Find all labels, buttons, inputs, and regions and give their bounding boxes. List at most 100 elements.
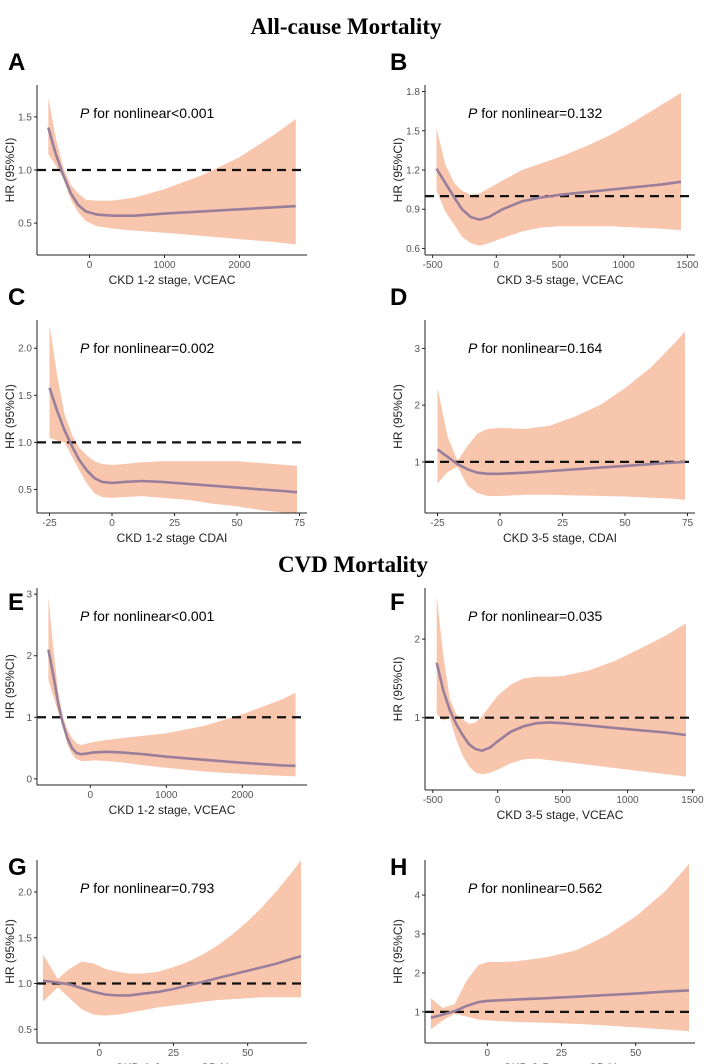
panel-f-x-tick-label: 1500: [681, 795, 704, 806]
panel-f-x-tick-label: -500: [423, 795, 443, 806]
panel-b-x-tick-label: 500: [552, 260, 569, 271]
panel-f-p-text: for nonlinear=0.035: [477, 608, 602, 624]
panel-g-y-axis-label: HR (95%CI): [3, 919, 17, 984]
panel-d-hr-line: [436, 448, 686, 476]
panel-c-y-tick-label: 0.5: [18, 485, 32, 496]
panel-e-x-tick-label: 2000: [231, 790, 254, 801]
panel-h-p-annotation: P for nonlinear=0.562: [468, 880, 602, 896]
panel-f-x-tick-label: 500: [554, 795, 571, 806]
panel-b-ci-band: [436, 92, 681, 246]
panel-a-x-tick-label: 1000: [153, 260, 176, 271]
panel-c-p-symbol: P: [80, 340, 90, 356]
panel-h-x-tick-label: 25: [556, 1048, 568, 1059]
panel-c-x-axis-label: CKD 1-2 stage CDAI: [117, 531, 228, 545]
panel-g-y-tick-label: 0.5: [18, 1025, 32, 1036]
panel-f-letter: F: [390, 589, 405, 616]
panel-g-x-tick-label: 25: [168, 1048, 180, 1059]
panel-g-x-tick-label: 0: [97, 1048, 103, 1059]
panel-e-p-text: for nonlinear<0.001: [89, 608, 214, 624]
panel-f-y-axis-label: HR (95%CI): [391, 657, 405, 722]
panel-d-y-tick-label: 3: [414, 344, 420, 355]
panel-h-y-axis-label: HR (95%CI): [391, 919, 405, 984]
section-title-all-cause: All-cause Mortality: [251, 14, 442, 39]
panel-a-letter: A: [8, 49, 25, 76]
panel-g-letter: G: [8, 854, 27, 881]
panel-h-letter: H: [390, 854, 407, 881]
panel-e-y-axis-label: HR (95%CI): [3, 654, 17, 719]
panel-e-p-annotation: P for nonlinear<0.001: [80, 608, 214, 624]
panel-d-x-tick-label: 75: [682, 518, 694, 529]
panel-f-p-annotation: P for nonlinear=0.035: [468, 608, 602, 624]
panel-f-x-tick-label: 1000: [616, 795, 639, 806]
panel-a-hr-line: [47, 127, 296, 217]
panel-f-y-tick-label: 1: [414, 713, 420, 724]
panel-h-p-symbol: P: [468, 880, 478, 896]
panel-e-p-symbol: P: [80, 608, 90, 624]
panel-a-x-axis-label: CKD 1-2 stage, VCEAC: [109, 273, 236, 287]
panel-g-p-text: for nonlinear=0.793: [89, 880, 214, 896]
panel-c-letter: C: [8, 284, 25, 311]
panel-d-y-tick-label: 2: [414, 401, 420, 412]
panel-h-y-tick-label: 4: [414, 891, 420, 902]
panel-d-x-axis-label: CKD 3-5 stage, CDAI: [503, 531, 617, 545]
panel-b-x-tick-label: 0: [494, 260, 500, 271]
panel-d-p-symbol: P: [468, 340, 478, 356]
panel-g-p-annotation: P for nonlinear=0.793: [80, 880, 214, 896]
panel-b-y-axis-label: HR (95%CI): [391, 138, 405, 203]
panel-a-y-tick-label: 0.5: [18, 219, 32, 230]
panel-d-y-axis-label: HR (95%CI): [391, 384, 405, 449]
panel-c-y-tick-label: 1.5: [18, 391, 32, 402]
panel-a: A 0 1000 2000 0.5 1.0 1.5 CKD 1-2 stage, VCEAC H…: [3, 49, 307, 287]
panel-h-y-tick-label: 2: [414, 968, 420, 979]
panel-b-y-tick-label: 1.2: [406, 166, 420, 177]
panel-g: G 0 25 50 0.5 1.0 1.5 2.0 CKD 1-2 stage, CDAI HR …: [3, 854, 307, 1064]
panel-c-hr-line: [48, 387, 298, 494]
panel-d-letter: D: [390, 284, 407, 311]
panel-a-x-tick-label: 0: [87, 260, 93, 271]
panel-c-x-tick-label: 50: [231, 518, 243, 529]
panel-b: B -500 0 500 1000 1500 0.6 0.9 1.2 1.5 1.8 CKD 3-5 …: [390, 49, 699, 287]
panel-d: D -25 0 25 50 75 1 2 3 CKD 3-5 stage, CDAI HR (95%…: [390, 284, 695, 545]
panel-c: C -25 0 25 50 75 0.5 1.0 1.5 2.0 CKD 1-2 stage CDA…: [3, 284, 307, 545]
panel-c-p-text: for nonlinear=0.002: [89, 340, 214, 356]
panel-a-p-text: for nonlinear<0.001: [89, 105, 214, 121]
panel-a-y-axis-label: HR (95%CI): [3, 138, 17, 203]
panel-e-y-tick-label: 2: [26, 651, 32, 662]
panel-h-x-axis-label: CKD 3-5 stage, CDAI: [503, 1061, 617, 1064]
panel-e-y-tick-label: 1: [26, 713, 32, 724]
panel-b-x-tick-label: 1000: [613, 260, 636, 271]
panel-g-x-axis-label: CKD 1-2 stage, CDAI: [115, 1061, 229, 1064]
panel-e: E 0 1000 2000 0 1 2 3 CKD 1-2 stage, VCEAC HR (95…: [3, 588, 307, 817]
panel-f-p-symbol: P: [468, 608, 478, 624]
panel-e-ci-band: [48, 597, 296, 777]
panel-h-y-tick-label: 1: [414, 1007, 420, 1018]
panel-e-letter: E: [8, 589, 24, 616]
panel-a-p-annotation: P for nonlinear<0.001: [80, 105, 214, 121]
panel-c-y-tick-label: 1.0: [18, 438, 32, 449]
panel-b-p-annotation: P for nonlinear=0.132: [468, 105, 602, 121]
panel-e-y-tick-label: 3: [26, 590, 32, 601]
panel-d-y-tick-label: 1: [414, 457, 420, 468]
panel-g-y-tick-label: 2.0: [18, 888, 32, 899]
panel-b-hr-line: [435, 168, 682, 222]
panel-g-hr-line: [42, 954, 302, 997]
panel-c-ci-band: [49, 324, 297, 514]
panel-f-x-tick-label: 0: [495, 795, 501, 806]
panel-a-ci-band: [48, 97, 296, 245]
panel-d-p-text: for nonlinear=0.164: [477, 340, 602, 356]
panel-b-letter: B: [390, 49, 407, 76]
panel-a-x-tick-label: 2000: [228, 260, 251, 271]
panel-e-x-tick-label: 0: [87, 790, 93, 801]
panel-h-p-text: for nonlinear=0.562: [477, 880, 602, 896]
panel-f: F -500 0 500 1000 1500 1 2 CKD 3-5 stage, VCEAC H…: [390, 588, 704, 822]
panel-f-y-tick-label: 2: [414, 635, 420, 646]
panel-d-x-tick-label: -25: [430, 518, 445, 529]
panel-b-p-symbol: P: [468, 105, 478, 121]
panel-b-y-tick-label: 1.5: [406, 126, 420, 137]
section-title-cvd: CVD Mortality: [278, 552, 429, 577]
panel-d-x-tick-label: 25: [557, 518, 569, 529]
panel-h-x-tick-label: 50: [630, 1048, 642, 1059]
panel-h: H 0 25 50 1 2 3 4 CKD 3-5 stage, CDAI HR (95%CI) P…: [390, 854, 695, 1064]
panel-g-p-symbol: P: [80, 880, 90, 896]
